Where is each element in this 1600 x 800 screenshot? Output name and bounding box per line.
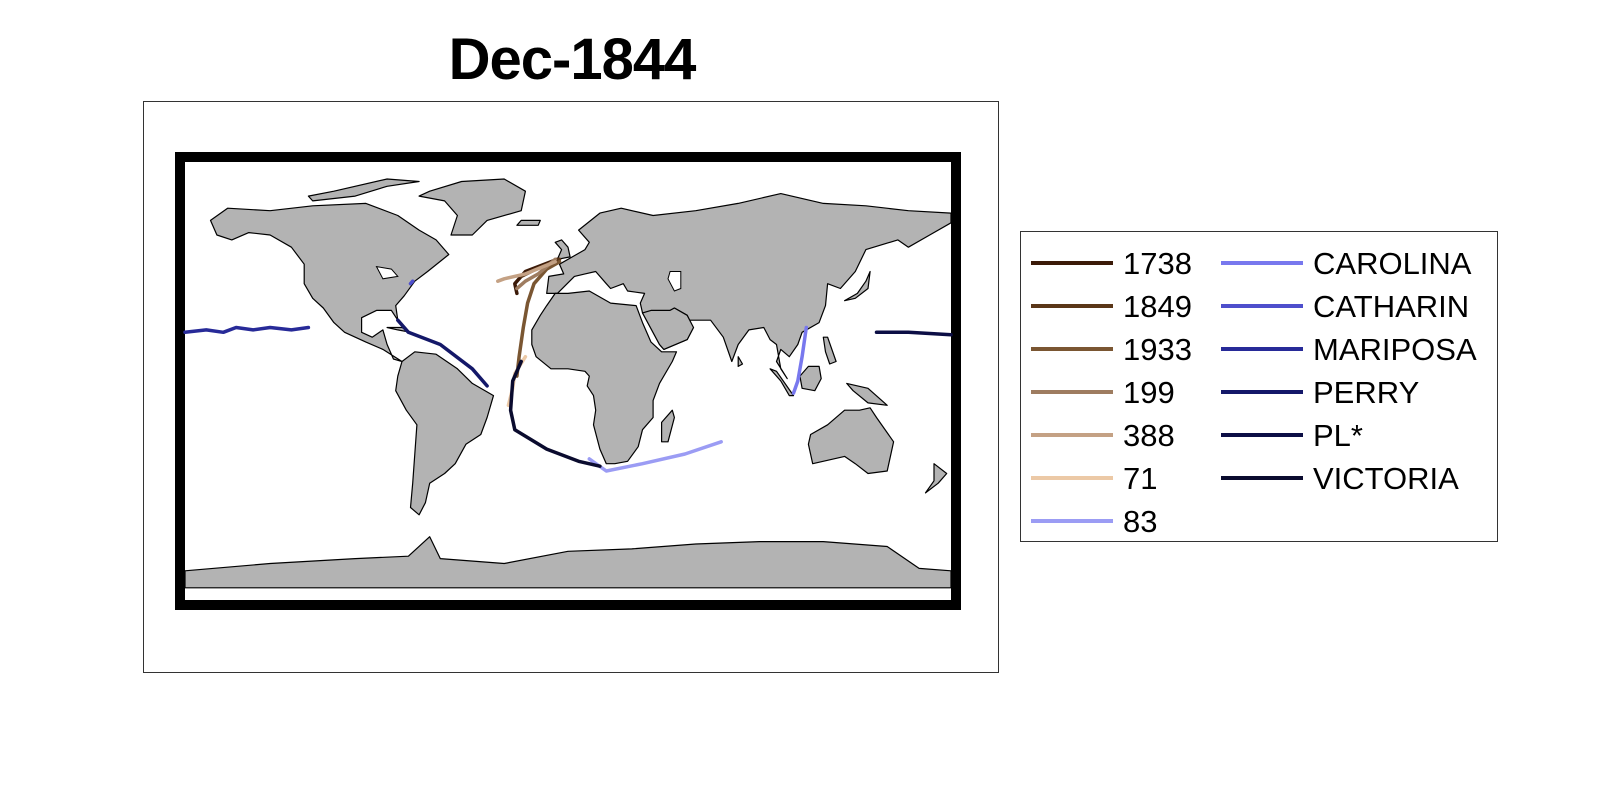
land-japan <box>844 270 871 302</box>
land-new-guinea <box>846 382 888 406</box>
legend-item: 1738 <box>1021 242 1261 285</box>
legend-label: VICTORIA <box>1313 461 1459 496</box>
legend-label: 199 <box>1123 375 1175 410</box>
land-greenland <box>418 178 526 236</box>
land-arctic-islands <box>307 178 420 202</box>
land-madagascar <box>661 409 675 443</box>
legend-column-2: CAROLINA CATHARIN MARIPOSA PERRY PL* VICTORIA <box>1211 242 1477 500</box>
legend-swatch <box>1221 476 1303 480</box>
legend-label: 71 <box>1123 461 1158 496</box>
map-axes-box <box>143 101 999 673</box>
legend-swatch <box>1031 519 1113 523</box>
legend-column-1: 1738 1849 1933 199 388 71 83 <box>1021 242 1261 543</box>
legend-item: 1849 <box>1021 285 1261 328</box>
land-sri-lanka <box>737 356 744 367</box>
legend-item: PERRY <box>1211 371 1451 414</box>
legend-item: 83 <box>1021 500 1261 543</box>
map-frame <box>175 152 961 610</box>
land-borneo <box>799 365 822 392</box>
legend-label: 1849 <box>1123 289 1192 324</box>
legend-item: 1933 <box>1021 328 1261 371</box>
track-pl <box>874 330 953 337</box>
land-antarctica <box>184 536 952 589</box>
legend-item: 388 <box>1021 414 1261 457</box>
track-perry <box>396 318 489 388</box>
legend-swatch <box>1031 304 1113 308</box>
land-uk <box>554 239 571 260</box>
legend-label: PL* <box>1313 418 1363 453</box>
legend-label: CATHARIN <box>1313 289 1470 324</box>
tracks-group <box>183 257 953 473</box>
lake-1 <box>375 265 399 280</box>
legend-label: PERRY <box>1313 375 1420 410</box>
land-south-america <box>395 351 495 516</box>
legend-swatch <box>1221 261 1303 265</box>
map-title: Dec-1844 <box>448 27 697 92</box>
land-sumatra <box>769 368 795 397</box>
legend-swatch <box>1221 390 1303 394</box>
legend-label: 1738 <box>1123 246 1192 281</box>
legend-swatch <box>1221 347 1303 351</box>
legend-swatch <box>1031 476 1113 480</box>
land-australia <box>807 407 895 475</box>
legend-item: VICTORIA <box>1211 457 1459 500</box>
track-388 <box>496 260 557 283</box>
legend-swatch <box>1031 390 1113 394</box>
legend-swatch <box>1221 433 1303 437</box>
legend-label: 1933 <box>1123 332 1192 367</box>
land-north-america <box>209 202 450 363</box>
legend-item: CATHARIN <box>1211 285 1469 328</box>
legend-swatch <box>1031 347 1113 351</box>
track-catharin <box>408 279 415 286</box>
legend: 1738 1849 1933 199 388 71 83 CAROLINA CATHARIN M… <box>1020 231 1498 542</box>
land-group <box>184 178 952 589</box>
track-victoria <box>508 359 602 468</box>
lake-2 <box>667 271 682 292</box>
legend-swatch <box>1031 433 1113 437</box>
track-1933 <box>515 260 562 378</box>
land-iceland <box>516 219 541 226</box>
legend-label: 83 <box>1123 504 1158 539</box>
legend-swatch <box>1031 261 1113 265</box>
legend-item: CAROLINA <box>1211 242 1471 285</box>
legend-item: MARIPOSA <box>1211 328 1477 371</box>
legend-label: CAROLINA <box>1313 246 1472 281</box>
legend-item: 199 <box>1021 371 1261 414</box>
world-map <box>175 152 961 610</box>
track-mariposa <box>183 325 311 335</box>
legend-item: PL* <box>1211 414 1451 457</box>
legend-label: MARIPOSA <box>1313 332 1477 367</box>
land-africa <box>531 290 678 465</box>
land-arabia-block <box>641 307 695 350</box>
land-eurasia <box>546 193 952 380</box>
legend-item: 71 <box>1021 457 1261 500</box>
track-carolina <box>791 325 809 395</box>
land-philippines <box>822 336 837 365</box>
legend-label: 388 <box>1123 418 1175 453</box>
land-new-zealand <box>924 463 948 494</box>
legend-swatch <box>1221 304 1303 308</box>
